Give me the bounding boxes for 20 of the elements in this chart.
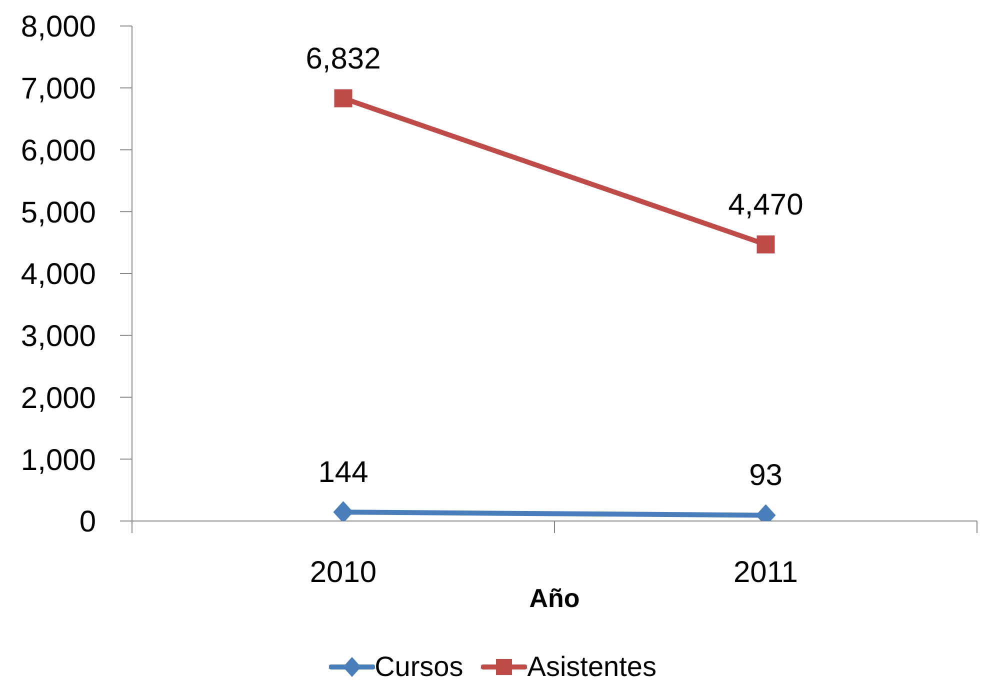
y-tick-label: 7,000 <box>20 72 96 106</box>
y-tick-label: 0 <box>79 506 96 539</box>
y-tick-label: 4,000 <box>20 258 96 292</box>
legend-label: Asistentes <box>527 651 656 681</box>
y-tick-label: 5,000 <box>20 196 96 230</box>
y-tick-label: 3,000 <box>20 320 96 354</box>
data-label: 6,832 <box>306 42 381 76</box>
y-tick-label: 1,000 <box>20 444 96 477</box>
point <box>334 89 352 108</box>
x-tick-label: 2011 <box>733 556 798 589</box>
legend-label: Cursos <box>374 651 464 681</box>
data-label: 93 <box>749 459 782 492</box>
point <box>756 235 775 254</box>
y-tick-label: 6,000 <box>20 134 96 168</box>
y-tick-label: 2,000 <box>20 382 96 415</box>
y-tick-label: 8,000 <box>20 10 96 44</box>
x-tick-label: 2010 <box>310 556 377 589</box>
data-label: 4,470 <box>728 188 804 222</box>
data-label: 144 <box>318 456 368 490</box>
x-axis-title: Año <box>529 583 580 613</box>
